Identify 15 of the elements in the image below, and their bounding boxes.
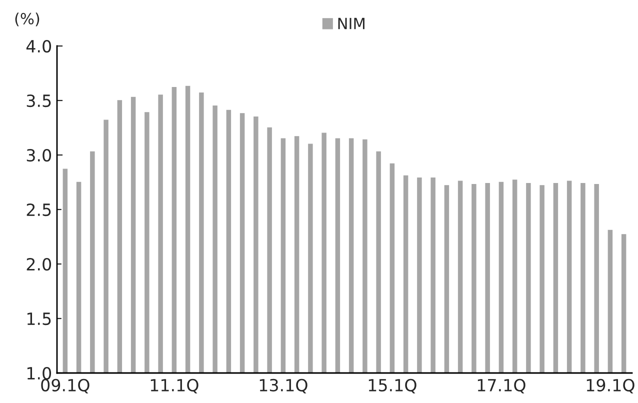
y-tick-label: 1.5 xyxy=(27,312,51,326)
y-tick-label: 4.0 xyxy=(26,40,52,53)
x-tick-label: 15.1Q xyxy=(368,378,416,394)
y-tick-label: 2.0 xyxy=(26,258,52,271)
x-tick-label: 11.1Q xyxy=(150,378,198,394)
legend-label: NIM xyxy=(338,18,364,30)
x-tick-label: 09.1Q xyxy=(41,378,90,394)
y-axis-title: (%) xyxy=(15,12,40,26)
y-tick-label: 3.5 xyxy=(26,94,51,108)
y-tick-label: 2.5 xyxy=(26,203,51,216)
y-tick-label: 1.0 xyxy=(27,366,52,380)
x-tick-label: 17.1Q xyxy=(478,378,526,394)
x-tick-label: 19.1Q xyxy=(586,378,634,394)
x-tick-label: 13.1Q xyxy=(260,378,308,394)
y-tick-label: 3.0 xyxy=(26,148,52,162)
